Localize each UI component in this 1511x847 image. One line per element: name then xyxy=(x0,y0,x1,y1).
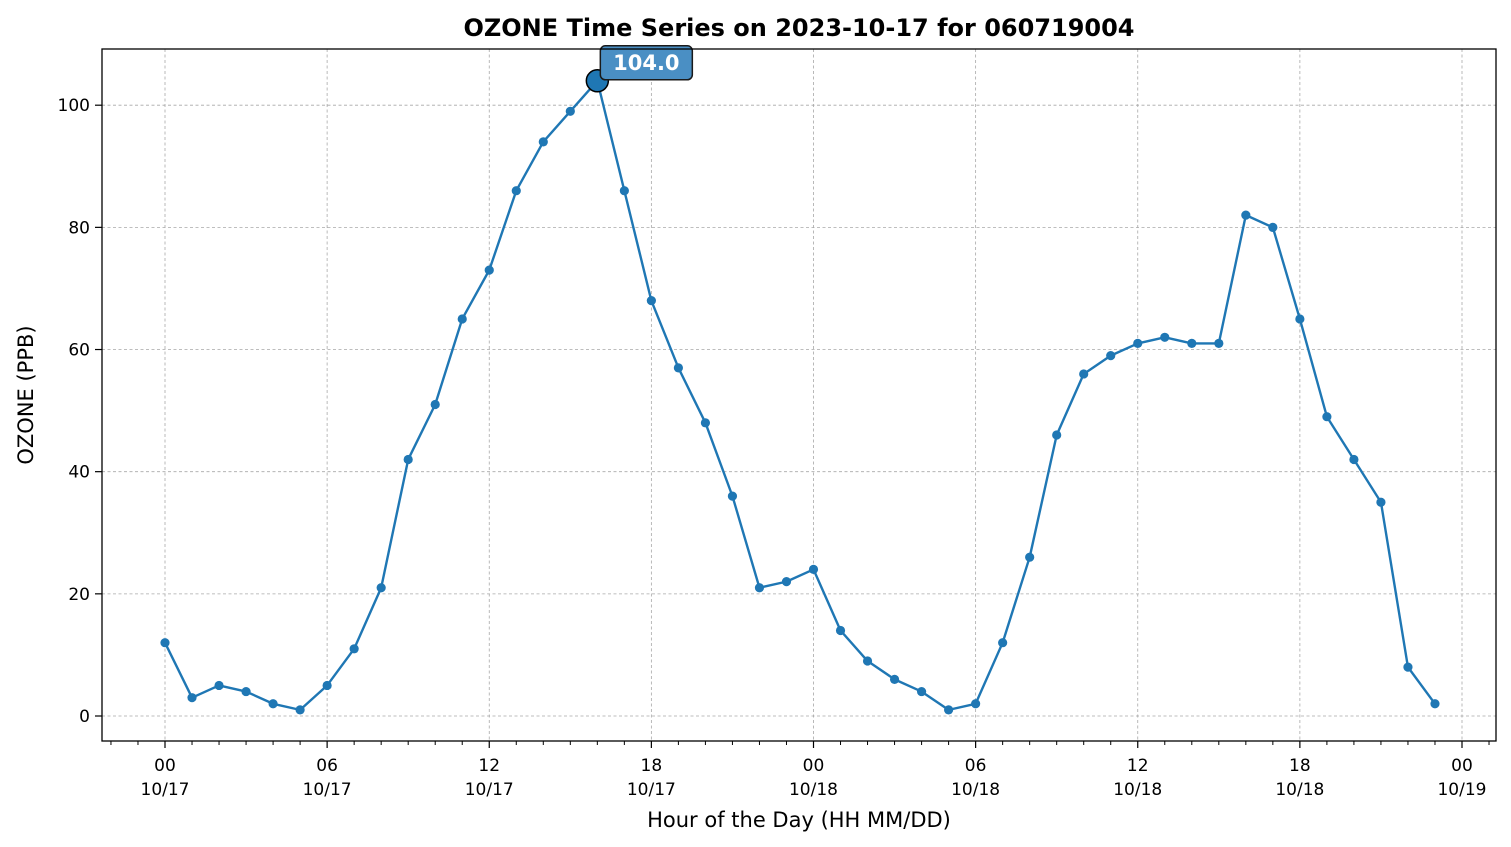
x-tick-hour-label: 12 xyxy=(1127,756,1149,776)
data-point xyxy=(349,644,359,654)
x-tick-date-label: 10/18 xyxy=(951,780,1000,800)
x-tick-hour-label: 00 xyxy=(154,756,176,776)
peak-annotation: 104.0 xyxy=(585,45,694,93)
data-point xyxy=(673,363,683,373)
y-axis-label: OZONE (PPB) xyxy=(14,325,38,464)
data-point xyxy=(160,638,170,648)
data-point xyxy=(511,186,521,196)
data-point xyxy=(565,106,575,116)
x-tick-date-label: 10/18 xyxy=(1275,780,1324,800)
data-point xyxy=(916,686,927,697)
data-point xyxy=(403,454,413,465)
data-point xyxy=(1403,662,1413,672)
x-tick-date-label: 10/17 xyxy=(627,780,676,800)
data-point xyxy=(268,699,278,709)
x-tick-date-label: 10/18 xyxy=(789,780,838,800)
plot-frame xyxy=(101,48,1497,742)
data-point xyxy=(457,314,467,324)
peak-label: 104.0 xyxy=(613,51,679,75)
data-point xyxy=(1187,338,1197,349)
x-axis-label: Hour of the Day (HH MM/DD) xyxy=(647,808,951,832)
x-tick-date-label: 10/17 xyxy=(465,780,514,800)
x-tick-hour-label: 00 xyxy=(1451,756,1473,776)
data-point xyxy=(781,577,792,587)
data-point xyxy=(619,186,629,196)
data-point xyxy=(1268,222,1278,232)
data-point xyxy=(1160,332,1170,342)
data-point xyxy=(835,625,846,636)
data-point xyxy=(971,699,981,709)
data-point xyxy=(646,296,656,306)
x-tick-hour-label: 06 xyxy=(965,756,987,776)
data-point xyxy=(1079,369,1089,379)
x-tick-hour-label: 18 xyxy=(1289,756,1311,776)
data-point xyxy=(1214,338,1224,349)
data-point xyxy=(187,693,197,703)
data-point xyxy=(322,680,332,691)
ozone-series xyxy=(160,76,1440,715)
x-tick-date-label: 10/17 xyxy=(141,780,190,800)
y-tick-label: 20 xyxy=(68,585,90,605)
x-tick-hour-label: 12 xyxy=(478,756,500,776)
data-point xyxy=(430,399,440,410)
y-tick-label: 80 xyxy=(68,218,90,238)
grid-lines xyxy=(102,49,1496,741)
data-point xyxy=(1349,454,1359,465)
data-point xyxy=(538,137,548,147)
data-point xyxy=(1241,210,1251,220)
x-axis-ticks: 00 10/17 06 10/17 12 10/17 18 10/17 00 10/18 06 10/… xyxy=(110,741,1490,800)
y-tick-label: 40 xyxy=(68,463,90,483)
x-tick-date-label: 10/17 xyxy=(303,780,352,800)
y-tick-label: 60 xyxy=(68,341,90,361)
data-point xyxy=(727,491,738,501)
data-point xyxy=(944,705,954,715)
data-point xyxy=(214,680,224,691)
data-point xyxy=(295,705,305,715)
x-tick-date-label: 10/18 xyxy=(1113,780,1162,800)
data-point xyxy=(1025,552,1035,562)
y-tick-label: 100 xyxy=(58,96,90,116)
data-point xyxy=(808,564,819,575)
data-point xyxy=(1052,430,1062,440)
data-point xyxy=(1322,412,1332,422)
data-point xyxy=(754,583,765,593)
x-tick-hour-label: 06 xyxy=(316,756,338,776)
chart-title: OZONE Time Series on 2023-10-17 for 0607… xyxy=(463,14,1134,42)
data-point xyxy=(1106,351,1116,361)
data-point xyxy=(1430,699,1440,709)
y-tick-label: 0 xyxy=(79,707,90,727)
data-point xyxy=(376,583,386,593)
data-point xyxy=(1133,338,1143,349)
y-axis-ticks: 0 20 40 60 80 100 xyxy=(58,96,102,727)
data-point xyxy=(998,638,1008,648)
data-point xyxy=(889,674,900,684)
data-point xyxy=(484,265,494,275)
x-tick-hour-label: 18 xyxy=(641,756,663,776)
data-point xyxy=(241,686,251,697)
data-point xyxy=(1295,314,1305,324)
data-point xyxy=(862,656,873,666)
ozone-line xyxy=(163,79,1436,712)
x-tick-hour-label: 00 xyxy=(803,756,825,776)
data-point xyxy=(1376,497,1386,507)
x-tick-date-label: 10/19 xyxy=(1437,780,1486,800)
data-point xyxy=(700,418,711,428)
peak-label-box xyxy=(599,45,694,81)
